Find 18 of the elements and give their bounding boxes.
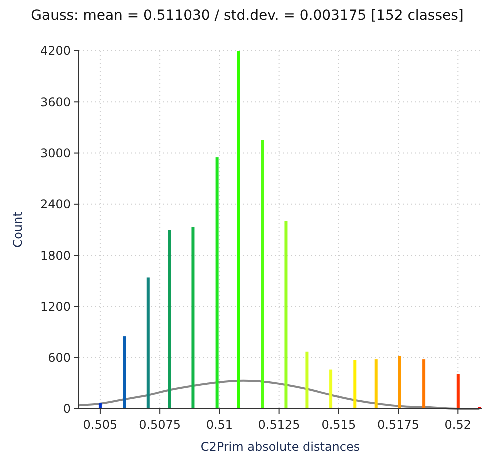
- y-axis-title: Count: [11, 212, 25, 248]
- y-tick-label: 3600: [40, 95, 71, 110]
- y-tick-label: 600: [48, 351, 71, 366]
- x-tick-label: 0.51: [206, 418, 234, 432]
- x-tick-label: 0.505: [83, 418, 118, 432]
- x-tick-label: 0.52: [444, 418, 472, 432]
- chart-title: Gauss: mean = 0.511030 / std.dev. = 0.003175 [152 classes]: [31, 8, 464, 24]
- x-tick-label: 0.5175: [378, 418, 420, 432]
- y-tick-label: 2400: [40, 198, 71, 212]
- y-tick-label: 1200: [40, 300, 71, 314]
- x-tick-label: 0.5125: [258, 418, 300, 432]
- y-tick-label: 0: [63, 402, 71, 416]
- x-tick-label: 0.5075: [139, 418, 182, 432]
- x-tick-label: 0.515: [322, 418, 356, 432]
- y-tick-label: 3000: [40, 146, 71, 160]
- y-tick-label: 1800: [40, 248, 71, 263]
- x-axis-title: C2Prim absolute distances: [200, 440, 360, 454]
- y-tick-label: 4200: [40, 44, 71, 58]
